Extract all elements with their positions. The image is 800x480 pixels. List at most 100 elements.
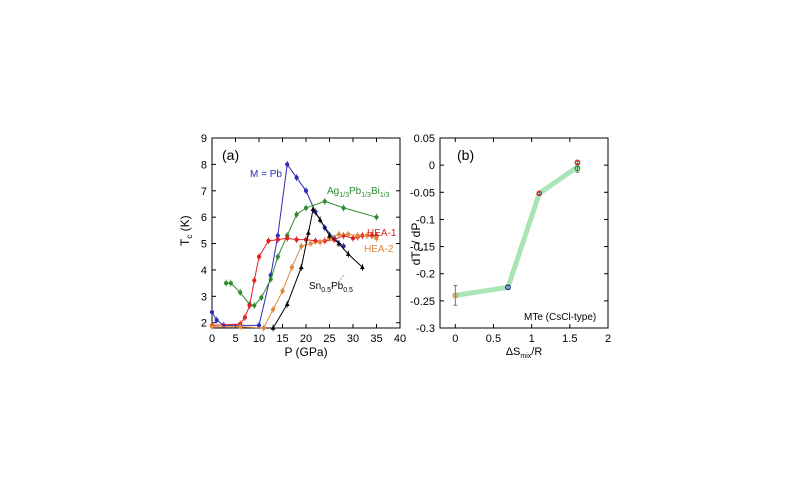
x-axis-label-a: P (GPa) [284,345,327,359]
data-point [341,205,346,211]
annotation-b: MTe (CsCl-type) [524,312,596,323]
series-a-3 [209,230,379,332]
data-point [536,190,543,197]
x-tick-label-b: 2 [605,333,611,345]
data-point [350,236,356,241]
data-point [365,233,370,238]
data-point [308,241,313,246]
x-tick-label-a: 15 [276,333,288,345]
data-point [270,325,276,330]
b-data [452,159,581,306]
a-ticks: 0 5 10 15 20 25 30 35 40 2 3 4 5 6 7 8 9 [201,133,406,345]
x-tick-label-b: 0 [452,333,458,345]
data-point [336,240,342,246]
data-point [209,310,215,315]
data-point [299,244,304,249]
y-tick-label-b: -0.15 [410,242,435,254]
label-ag-pb-bi: Ag1/3Pb1/3Bi1/3 [327,186,390,199]
data-point [284,301,290,307]
label-hea-1: HEA-1 [367,228,397,239]
x-tick-label-a: 25 [323,333,335,345]
x-tick-label-a: 35 [370,333,382,345]
data-point [574,159,581,166]
data-point [322,199,327,204]
y-tick-label-a: 7 [201,186,207,198]
series-a-1 [224,197,379,310]
data-point [256,323,262,328]
data-point [280,288,285,294]
label-sn-pb: Sn0.5Pb0.5 [309,281,353,294]
y-tick-label-b: 0.05 [414,133,435,145]
y-tick-label-b: 0 [429,160,435,172]
label-hea-2: HEA-2 [364,244,394,255]
data-point [505,284,511,291]
data-point [360,264,365,270]
data-point [313,238,318,244]
data-point [346,232,351,237]
data-point [294,175,299,180]
data-point [317,217,323,222]
data-point [336,232,341,237]
panel-label-b: (b) [457,147,474,163]
data-point [374,215,379,220]
x-tick-label-b: 1 [529,333,535,345]
y-tick-label-a: 5 [201,239,207,251]
data-point [271,307,276,312]
a-series [209,160,379,332]
y-tick-label-a: 2 [201,318,207,330]
x-tick-label-a: 0 [209,333,215,345]
data-point [261,325,266,331]
data-point [275,233,280,238]
x-tick-label-a: 20 [300,333,312,345]
data-point [238,290,243,295]
data-point [209,324,215,329]
data-point [298,264,304,270]
data-point [259,295,264,300]
y-tick-label-a: 6 [201,212,207,224]
data-point [310,206,316,212]
series-a-2 [209,232,379,329]
y-tick-label-b: -0.05 [410,187,435,199]
x-tick-label-a: 40 [394,333,406,345]
data-point [285,162,290,167]
series-a-4 [270,205,365,332]
data-point [318,240,323,245]
data-point [238,324,243,329]
data-point [303,205,309,211]
b-ticks: 0 0.5 1 1.5 2 0.05 0 -0.05 -0.1 -0.15 -0.2 -0.25 -0.… [410,133,611,345]
series-line [211,235,377,326]
data-point [294,212,299,217]
data-point [574,165,581,172]
y-tick-label-a: 3 [201,291,207,303]
data-point [275,237,280,242]
series-line [212,233,377,329]
data-point [224,281,229,286]
data-point [268,277,273,282]
x-axis-label-b: ΔSmix/R [506,346,543,360]
data-point [256,254,262,259]
panel-a: 0 5 10 15 20 25 30 35 40 2 3 4 5 6 7 8 9 (a) P (GPa) Tc … [178,133,406,359]
data-point [327,233,332,238]
data-point [374,236,379,241]
label-m-pb: M = Pb [250,169,282,180]
data-point [303,188,309,193]
y-tick-label-b: -0.2 [416,269,435,281]
data-point [305,230,311,235]
data-point [214,317,219,323]
y-axis-label-b: dTc / dP [409,223,425,266]
label-sn-pb-pointer [335,273,346,286]
x-tick-label-a: 5 [232,333,238,345]
data-point [247,303,252,308]
trend-line [452,164,580,298]
panel-b: 0 0.5 1 1.5 2 0.05 0 -0.05 -0.1 -0.15 -0.2 -0.25 -0.… [409,133,611,360]
y-tick-label-b: -0.3 [416,323,435,335]
y-axis-label-a: Tc (K) [178,215,194,246]
data-point [294,237,299,242]
data-point [266,238,271,244]
data-point [252,303,257,308]
x-tick-label-a: 30 [347,333,359,345]
y-tick-label-a: 9 [201,133,207,145]
data-point [355,233,360,238]
data-point [345,251,351,256]
